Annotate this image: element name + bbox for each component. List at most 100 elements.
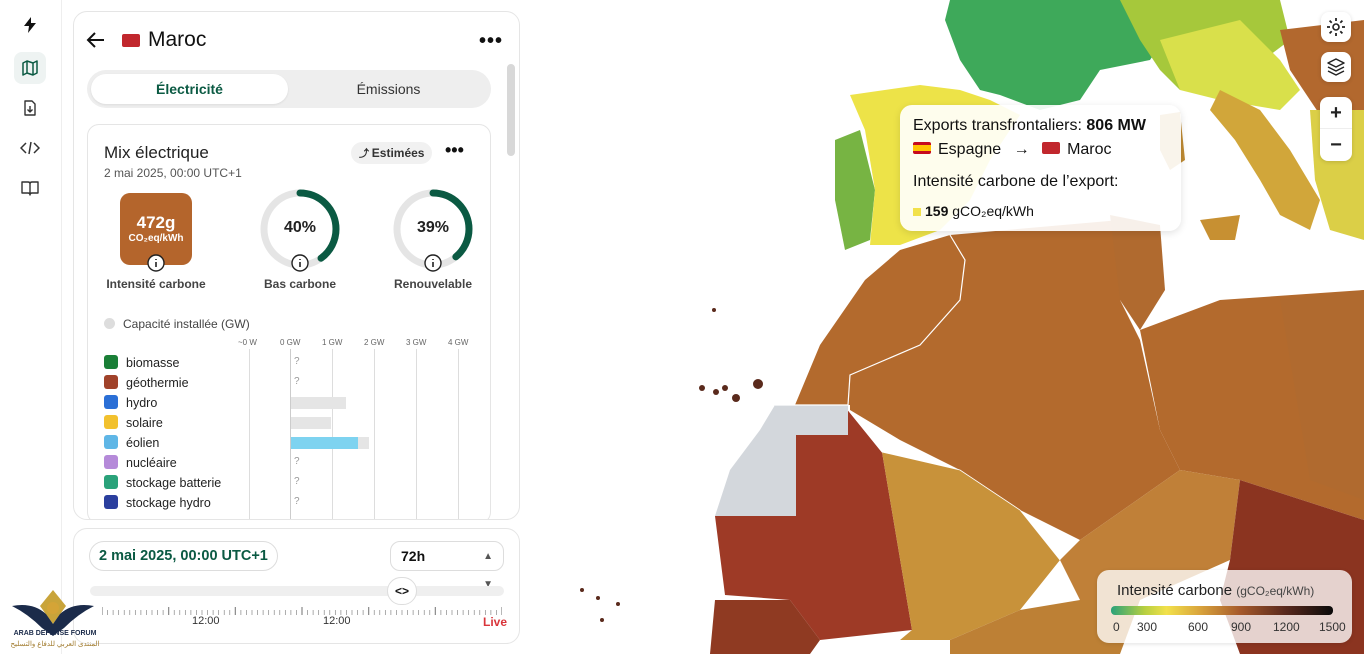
arab-defense-forum-logo: ARAB DEFENSE FORUM المنتدى العربي للدفاع… [8, 584, 100, 652]
region-egypt[interactable] [1280, 290, 1364, 500]
carbon-intensity-label: Intensité carbone [106, 277, 206, 291]
region-burkina[interactable] [950, 600, 1140, 654]
source-label: biomasse [126, 356, 180, 370]
unknown-value: ? [294, 496, 300, 507]
watermark-text: ARAB DEFENSE FORUM [13, 630, 97, 637]
zoom-out-button[interactable]: − [1330, 134, 1342, 156]
bolt-icon[interactable] [14, 9, 46, 41]
region-senegal[interactable] [710, 600, 820, 654]
region-italy-north[interactable] [1160, 20, 1300, 110]
panel-scrollbar[interactable] [507, 64, 515, 156]
region-italy[interactable] [1210, 90, 1320, 230]
spain-flag-icon [913, 142, 931, 154]
settings-gear-icon[interactable] [1321, 12, 1351, 42]
axis-label: 2 GW [364, 338, 385, 347]
legend-gradient [1111, 606, 1333, 615]
source-icon [104, 475, 118, 489]
source-row: hydro [104, 395, 157, 411]
time-slider-handle[interactable]: <> [387, 577, 417, 605]
download-file-icon[interactable] [14, 92, 46, 124]
info-icon[interactable] [291, 254, 309, 272]
capacity-bar[interactable] [291, 397, 346, 409]
capacity-toggle[interactable]: Capacité installée (GW) [104, 317, 250, 331]
panel-header: Maroc ••• [74, 12, 519, 68]
range-select[interactable]: 72h ▲ ▼ [390, 541, 504, 590]
left-rail [0, 0, 62, 654]
renewable-label: Renouvelable [393, 277, 473, 291]
axis-label: 4 GW [448, 338, 469, 347]
live-button[interactable]: Live [483, 615, 508, 629]
carbon-intensity-box: 472g CO₂eq/kWh [120, 193, 192, 265]
map-canvas[interactable] [520, 0, 1364, 654]
unknown-value: ? [294, 456, 300, 467]
tab-emissions[interactable]: Émissions [356, 81, 421, 97]
layers-icon[interactable] [1321, 52, 1351, 82]
estimated-badge[interactable]: ⤴ Estimées [351, 142, 433, 164]
date-selector[interactable]: 2 mai 2025, 00:00 UTC+1 [89, 541, 278, 571]
zoom-in-button[interactable]: + [1320, 97, 1352, 129]
carbon-intensity-unit: CO₂eq/kWh [128, 233, 184, 244]
tooltip-route: Espagne → Maroc [913, 141, 1112, 159]
country-name: Maroc [148, 28, 207, 51]
tab-bar: Électricité Émissions [87, 70, 491, 108]
zone-panel: Maroc ••• Électricité Émissions Mix élec… [73, 11, 520, 520]
map-svg[interactable] [520, 0, 1364, 654]
more-options-icon[interactable]: ••• [479, 30, 504, 52]
production-bar[interactable] [291, 437, 358, 449]
morocco-flag-icon [1042, 142, 1061, 154]
code-icon[interactable] [14, 132, 46, 164]
region-mali[interactable] [882, 452, 1060, 640]
map-icon[interactable] [14, 52, 46, 84]
region-morocco[interactable] [795, 235, 965, 405]
source-label: stockage batterie [126, 476, 222, 490]
source-icon [104, 435, 118, 449]
info-icon[interactable] [424, 254, 442, 272]
gridline [249, 349, 250, 519]
region-portugal[interactable] [835, 130, 875, 250]
time-controller: 2 mai 2025, 00:00 UTC+1 72h ▲ ▼ <> 12:00 1… [73, 528, 520, 644]
region-sicily[interactable] [1200, 215, 1240, 240]
legend-tick: 300 [1137, 620, 1158, 634]
carbon-intensity-value: 472g [136, 213, 176, 232]
time-slider-track[interactable] [90, 586, 504, 596]
region-france[interactable] [945, 0, 1170, 110]
estimated-label: Estimées [371, 146, 425, 160]
tab-electricity[interactable]: Électricité [91, 74, 288, 104]
region-algeria[interactable] [850, 220, 1180, 540]
intensity-swatch [913, 208, 921, 216]
legend-tick: 1500 [1319, 620, 1346, 634]
capacity-bar[interactable] [291, 417, 331, 429]
source-icon [104, 395, 118, 409]
region-niger[interactable] [1060, 470, 1240, 600]
capacity-label: Capacité installée (GW) [123, 317, 250, 331]
source-icon [104, 375, 118, 389]
book-icon[interactable] [14, 172, 46, 204]
info-icon[interactable] [147, 254, 165, 272]
source-row: éolien [104, 435, 159, 451]
source-icon [104, 495, 118, 509]
range-value: 72h [401, 548, 426, 564]
source-label: solaire [126, 416, 163, 430]
watermark-subtext: المنتدى العربي للدفاع والتسليح [10, 641, 100, 648]
legend-unit: (gCO₂eq/kWh) [1236, 584, 1315, 598]
gridline [290, 349, 291, 519]
legend-title-text: Intensité carbone [1117, 582, 1233, 599]
region-mauritania[interactable] [715, 410, 912, 640]
legend-tick: 1200 [1273, 620, 1300, 634]
region-western-sahara[interactable] [715, 405, 848, 516]
tooltip-intensity: 159 gCO₂eq/kWh [913, 203, 1034, 219]
legend-tick: 600 [1188, 620, 1209, 634]
electricity-mix-card: Mix électrique 2 mai 2025, 00:00 UTC+1 ⤴… [87, 124, 491, 519]
unknown-value: ? [294, 476, 300, 487]
back-arrow-icon[interactable] [84, 28, 108, 52]
region-tunisia[interactable] [1110, 215, 1165, 330]
legend-tick: 900 [1231, 620, 1252, 634]
exchange-tooltip: Exports transfrontaliers: 806 MW Espagne… [900, 105, 1181, 231]
tooltip-intensity-label: Intensité carbone de l’export: [913, 173, 1119, 190]
source-icon [104, 455, 118, 469]
source-row: stockage batterie [104, 475, 221, 491]
mix-title: Mix électrique [104, 143, 209, 162]
low-carbon-label: Bas carbone [263, 277, 337, 291]
gridline [332, 349, 333, 519]
mix-more-icon[interactable]: ••• [445, 140, 464, 160]
